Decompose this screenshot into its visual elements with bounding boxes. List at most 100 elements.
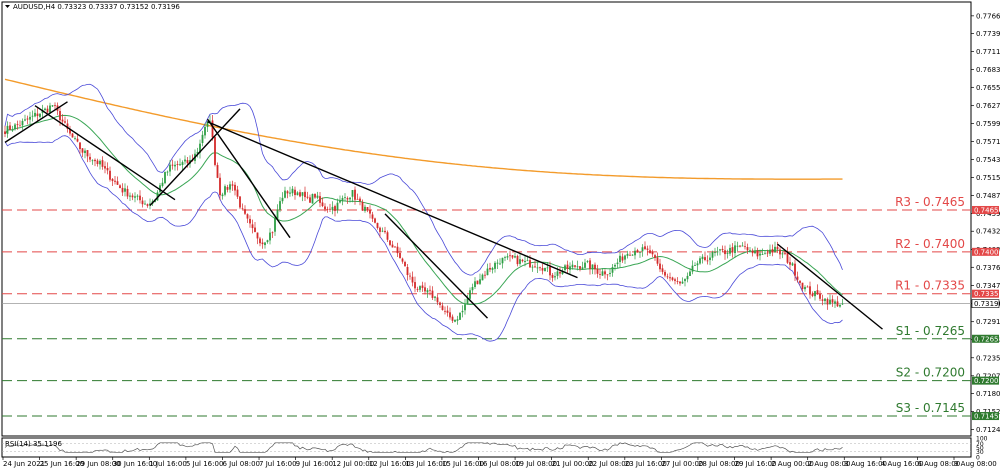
candle [294, 186, 296, 200]
candle [369, 205, 371, 219]
candle [641, 244, 644, 257]
candle [761, 248, 764, 255]
candle [831, 295, 834, 307]
candle [89, 153, 91, 163]
rsi-tick-label: 30 [976, 449, 984, 456]
price-tick-label: 0.75155 [976, 174, 1000, 182]
candle [694, 262, 696, 266]
candle [164, 171, 166, 185]
trendline-2[interactable] [34, 105, 176, 201]
rsi-tick-label: 50 [976, 445, 984, 452]
candle [789, 256, 791, 270]
candle [539, 266, 541, 271]
candle [24, 114, 26, 122]
trendline-5[interactable] [207, 121, 578, 279]
candle [559, 266, 561, 278]
candle [331, 201, 334, 215]
candle [686, 272, 689, 283]
candle [304, 186, 306, 202]
time-tick-label: 2 Aug 00:00 [771, 460, 814, 468]
candle [591, 264, 594, 275]
trendline-1[interactable] [4, 101, 68, 143]
candle [749, 247, 751, 253]
candle [169, 160, 171, 177]
candle [671, 276, 674, 282]
candle [786, 247, 789, 264]
dropdown-triangle-icon[interactable] [5, 5, 10, 8]
rsi-line [4, 442, 843, 453]
candle [616, 258, 619, 269]
candle [504, 255, 506, 262]
price-tick-label: 0.75715 [976, 138, 1000, 146]
rsi-tick-label: 70 [976, 441, 984, 448]
candle [519, 254, 521, 266]
candle [259, 236, 261, 247]
trendline-3[interactable] [149, 108, 241, 206]
candle [424, 282, 426, 295]
candle [536, 262, 539, 274]
candle [409, 272, 411, 280]
candle [266, 239, 269, 244]
candle [771, 244, 774, 257]
time-tick-label: 24 Jun 2021 [3, 460, 45, 468]
time-tick-label: 9 Aug 08:00 [954, 460, 997, 468]
candle [721, 245, 724, 252]
candle [571, 260, 574, 270]
candle [124, 183, 126, 197]
candle [121, 183, 124, 197]
candle [231, 180, 234, 191]
candle [179, 158, 181, 166]
candle [319, 191, 321, 208]
candle [501, 257, 504, 269]
candle [99, 159, 101, 170]
time-tick-label: 30 Jun 16:00 [113, 460, 157, 468]
level-label-5: S2 - 0.7200 [896, 366, 965, 380]
candle [446, 305, 449, 317]
time-tick-label: 16 Jul 08:00 [479, 460, 521, 468]
candle [711, 250, 714, 261]
price-tick-label: 0.72915 [976, 318, 1000, 326]
price-tick-label: 0.73475 [976, 282, 1000, 290]
candle [181, 160, 184, 170]
candle [589, 258, 591, 275]
candle [96, 158, 99, 167]
candle [779, 247, 781, 260]
trendline-4[interactable] [206, 118, 291, 239]
candle [776, 241, 779, 254]
candle [829, 294, 831, 305]
candle [491, 266, 494, 274]
rsi-label: RSI(14) 35.1196 [5, 440, 62, 448]
candle [9, 122, 11, 131]
candle [316, 191, 319, 200]
candle [486, 263, 489, 276]
candle [466, 294, 469, 305]
trendline-6[interactable] [384, 213, 488, 319]
candle [296, 191, 299, 196]
candle [374, 217, 376, 224]
candle [484, 270, 486, 279]
candle [309, 194, 311, 203]
candle [579, 265, 581, 272]
price-tick-label: 0.72355 [976, 354, 1000, 362]
ma-line [4, 114, 843, 306]
candle [126, 185, 129, 200]
candle [461, 305, 464, 318]
candle [411, 271, 414, 287]
candle [136, 194, 139, 201]
trendline-7[interactable] [777, 243, 883, 330]
candle [216, 162, 219, 179]
candle [416, 286, 419, 292]
candle [271, 231, 274, 239]
candle [414, 276, 416, 293]
candle [601, 268, 604, 276]
candle [646, 245, 649, 256]
candle [326, 206, 329, 213]
candle [464, 298, 466, 315]
